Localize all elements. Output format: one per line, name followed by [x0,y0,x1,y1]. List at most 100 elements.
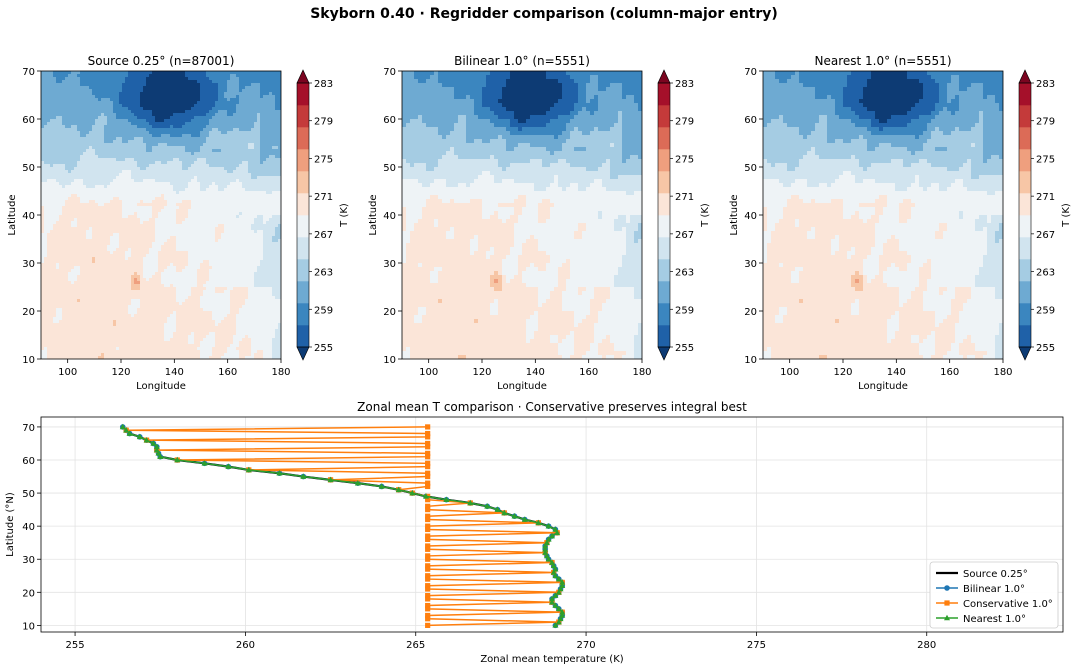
map-title: Bilinear 1.0° (n=5551) [454,54,590,68]
colorbar-tick-label: 259 [1036,305,1055,316]
y-tick-label: 40 [383,211,396,222]
x-tick-label: 270 [577,640,596,651]
colorbar-tick-label: 267 [675,230,694,241]
colorbar-segment [658,83,670,106]
y-tick-label: 60 [22,456,35,467]
legend-label: Bilinear 1.0° [963,584,1025,595]
x-tick-label: 120 [833,367,852,378]
legend: Source 0.25° Bilinear 1.0° Conservative 1.… [929,561,1059,629]
data-point [425,480,431,486]
x-tick-label: 280 [917,640,936,651]
colorbar: 255 259 263 267 271 275 279 283 T (K) [657,69,711,361]
data-point [422,493,429,499]
data-point [511,513,518,519]
colorbar-tick-label: 283 [1036,79,1055,90]
legend-marker [944,600,950,606]
data-point [327,476,334,483]
colorbar-tick-label: 255 [314,343,333,354]
data-point [552,572,559,579]
colorbar-segment [658,193,670,216]
data-point [150,440,157,446]
y-tick-label: 20 [22,588,35,599]
colorbar-label: T (K) [1061,203,1072,228]
y-tick-label: 70 [383,67,396,78]
colorbar-tick-label: 271 [314,192,333,203]
data-point [425,454,431,460]
data-point [378,483,385,489]
colorbar-segment [658,325,670,348]
colorbar-segment [1019,259,1031,282]
data-point [521,516,528,522]
data-point [425,470,431,476]
colorbar-segment [297,281,309,304]
y-tick-label: 70 [744,67,757,78]
data-point [484,503,491,509]
colorbar-segment [658,259,670,282]
data-point [425,602,431,609]
colorbar-segment [297,83,309,106]
data-point [425,523,431,529]
data-point [425,622,431,628]
colorbar-tick-label: 275 [1036,154,1055,165]
y-tick-label: 50 [744,163,757,174]
data-point [425,513,431,519]
data-point [425,430,431,437]
colorbar-extend-min [657,346,671,361]
x-axis-label: Longitude [858,381,908,392]
map-title: Nearest 1.0° (n=5551) [815,54,952,68]
colorbar-segment [658,237,670,260]
x-tick-label: 160 [579,367,598,378]
data-point [425,566,431,572]
data-point [425,596,431,602]
colorbar-segment [658,105,670,128]
data-point [549,599,555,605]
x-tick-label: 275 [747,640,766,651]
data-point [559,579,566,585]
colorbar-tick-label: 263 [314,268,333,279]
colorbar-frame [1018,82,1032,348]
colorbar-frame [296,82,310,348]
y-tick-label: 50 [22,489,35,500]
data-point [425,546,431,552]
colorbar-label: T (K) [700,203,711,228]
colorbar-segment [297,127,309,150]
data-point [425,593,431,599]
data-point [119,423,126,430]
colorbar-segment [1019,127,1031,150]
data-point [555,589,562,595]
colorbar-segment [297,171,309,194]
x-axis-label: Longitude [497,381,547,392]
data-point [552,602,559,608]
data-point [425,503,431,509]
y-tick-label: 60 [22,115,35,126]
data-point [425,533,431,539]
plot-frame [40,416,1064,633]
data-point [153,443,160,450]
data-point [425,450,431,456]
data-point [535,519,542,526]
data-point [555,618,562,625]
data-point [157,453,164,459]
y-tick-label: 70 [22,423,35,434]
colorbar-segment [1019,83,1031,106]
colorbar-tick-label: 275 [314,154,333,165]
data-point [425,573,431,579]
data-point [555,575,562,582]
colorbar-extend-min [1018,346,1032,361]
colorbar-tick-label: 267 [314,230,333,241]
data-point [395,486,402,493]
colorbar-tick-label: 263 [675,268,694,279]
data-point [425,434,431,440]
data-point [136,433,143,440]
y-tick-label: 60 [383,115,396,126]
zonal-mean-panel: 255 260 265 270 275 280 10 20 30 40 50 60 70 Zonal me… [5,400,1064,665]
legend-box [929,561,1059,629]
colorbar-segment [1019,105,1031,128]
map-panel: Bilinear 1.0° (n=5551) 100 120 140 160 180 Lon… [368,54,711,392]
colorbar-tick-label: 283 [675,79,694,90]
data-point [545,556,552,562]
legend-label: Nearest 1.0° [963,614,1026,625]
y-axis-label: Latitude [7,194,18,235]
x-tick-label: 100 [419,367,438,378]
